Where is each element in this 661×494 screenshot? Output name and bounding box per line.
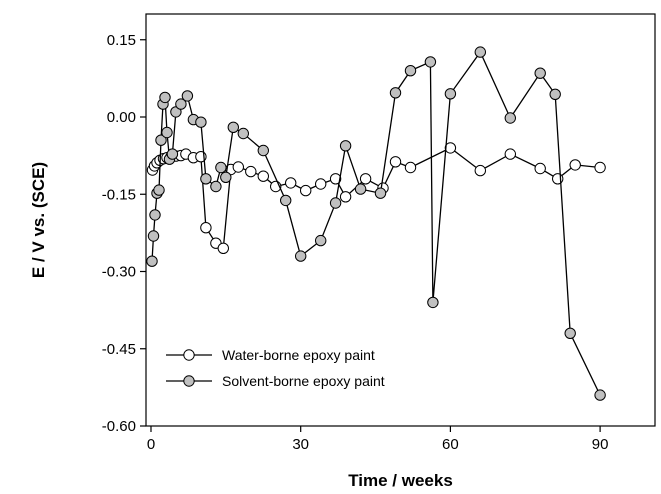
data-point bbox=[339, 191, 352, 203]
data-point bbox=[166, 148, 179, 160]
data-point bbox=[300, 184, 312, 197]
y-tick-label: -0.30 bbox=[102, 264, 136, 281]
data-point bbox=[232, 161, 245, 173]
x-tick-label: 60 bbox=[442, 436, 459, 453]
data-point bbox=[564, 327, 576, 339]
data-point bbox=[504, 112, 516, 124]
data-point bbox=[159, 91, 171, 104]
data-point bbox=[389, 87, 402, 99]
data-point bbox=[245, 165, 257, 178]
data-point bbox=[594, 389, 606, 401]
x-tick-label: 0 bbox=[147, 436, 155, 453]
data-point bbox=[161, 126, 173, 139]
data-point bbox=[220, 171, 232, 184]
plot-frame bbox=[145, 13, 656, 427]
data-point bbox=[474, 164, 486, 177]
data-point bbox=[217, 242, 230, 255]
data-point bbox=[427, 296, 439, 309]
data-point bbox=[424, 56, 437, 68]
data-point bbox=[295, 250, 307, 262]
data-point bbox=[175, 98, 187, 110]
y-tick-label: -0.15 bbox=[102, 186, 136, 203]
data-point bbox=[359, 173, 372, 185]
data-point bbox=[147, 230, 160, 242]
y-tick-label: 0.00 bbox=[107, 109, 136, 126]
data-point bbox=[504, 148, 516, 160]
data-point bbox=[389, 156, 402, 168]
data-point bbox=[549, 88, 561, 101]
data-point bbox=[329, 197, 342, 209]
legend-label: Water-borne epoxy paint bbox=[222, 347, 375, 363]
data-point bbox=[210, 180, 222, 193]
data-point bbox=[374, 187, 387, 199]
y-tick-label: -0.60 bbox=[102, 418, 136, 435]
legend-marker bbox=[183, 375, 195, 387]
data-point bbox=[153, 184, 165, 196]
data-point bbox=[285, 177, 297, 189]
data-point bbox=[227, 121, 240, 134]
data-point bbox=[149, 209, 161, 221]
x-tick-label: 90 bbox=[592, 436, 609, 453]
data-point bbox=[534, 162, 546, 175]
data-point bbox=[404, 65, 417, 77]
y-axis-title: E / V vs. (SCE) bbox=[29, 162, 48, 278]
data-point bbox=[155, 134, 167, 146]
x-tick-label: 30 bbox=[292, 436, 309, 453]
data-point bbox=[569, 159, 581, 171]
legend: Water-borne epoxy paint Solvent-borne epo… bbox=[166, 347, 385, 389]
data-point bbox=[200, 173, 212, 185]
y-tick-label: -0.45 bbox=[102, 341, 136, 358]
y-tick-label: 0.15 bbox=[107, 32, 136, 49]
data-point bbox=[200, 222, 212, 234]
legend-label: Solvent-borne epoxy paint bbox=[222, 373, 385, 389]
data-point bbox=[339, 140, 352, 152]
data-point bbox=[257, 170, 269, 182]
series-line bbox=[151, 50, 601, 396]
x-axis-title: Time / weeks bbox=[348, 471, 453, 490]
data-point bbox=[404, 161, 417, 174]
data-point bbox=[474, 46, 486, 58]
data-point bbox=[181, 90, 194, 102]
series-water-borne bbox=[146, 142, 606, 255]
data-point bbox=[534, 67, 546, 79]
data-point bbox=[215, 161, 227, 174]
legend-marker bbox=[183, 349, 195, 361]
series-solvent-borne bbox=[146, 46, 606, 401]
data-point bbox=[315, 234, 327, 247]
data-point bbox=[257, 144, 269, 157]
data-point bbox=[594, 161, 606, 174]
data-point bbox=[315, 178, 327, 190]
data-point bbox=[444, 88, 457, 100]
series-layer bbox=[146, 46, 606, 401]
data-point bbox=[195, 116, 207, 128]
axes: 0 30 60 90 -0.60 -0.45 -0.30 -0.15 0.00 0.15 Time … bbox=[29, 13, 656, 490]
data-point bbox=[354, 183, 367, 195]
data-point bbox=[329, 173, 342, 185]
data-point bbox=[280, 194, 292, 207]
data-point bbox=[146, 255, 158, 267]
data-point bbox=[237, 127, 250, 140]
data-point bbox=[444, 142, 457, 154]
